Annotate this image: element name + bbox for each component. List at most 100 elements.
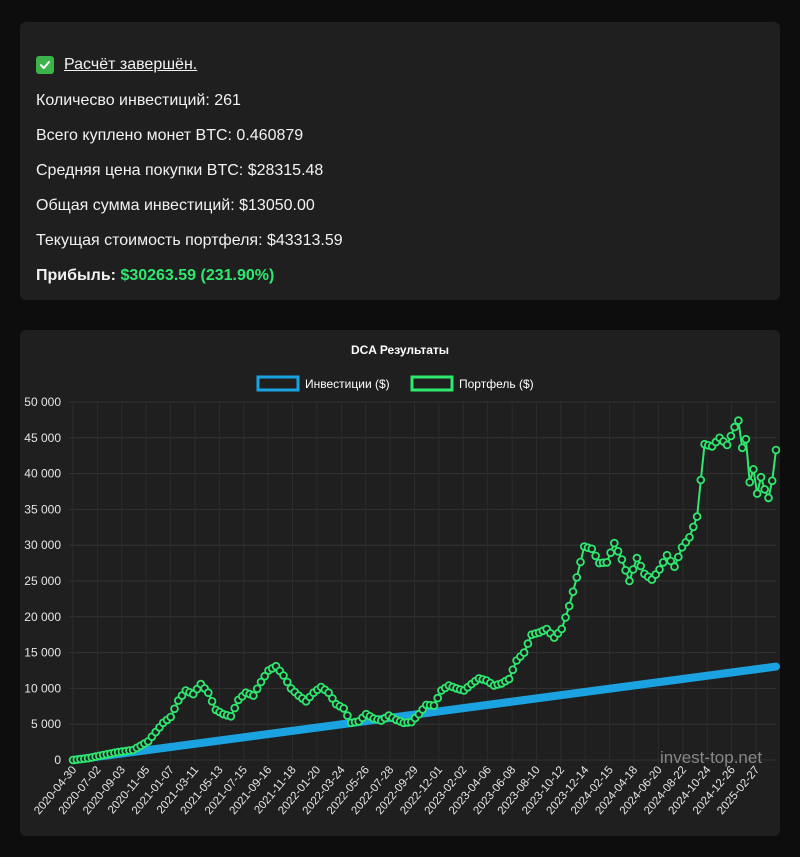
portfolio-point (670, 562, 679, 572)
profit-value: $30263.59 (231.90%) (120, 267, 275, 284)
portfolio-point (576, 557, 585, 567)
x-axis: 2020-04-302020-07-022020-09-032020-11-05… (32, 764, 762, 817)
legend-item-investments[interactable]: Инвестиции ($) (256, 375, 390, 392)
profit-line: Прибыль: $30263.59 (231.90%) (36, 267, 274, 285)
dca-chart: DCA Результаты Инвестиции ($) Портфель (… (24, 343, 780, 817)
portfolio-point (745, 477, 754, 487)
portfolio-point (433, 693, 443, 703)
portfolio-point (696, 475, 706, 485)
btc-bought: Всего куплено монет BTC: 0.460879 (36, 127, 304, 144)
portfolio-point (572, 573, 582, 582)
portfolio-point (252, 684, 262, 694)
portfolio-point (230, 703, 240, 713)
portfolio-point (685, 533, 694, 542)
portfolio-point (688, 522, 698, 532)
portfolio-point (628, 565, 638, 574)
portfolio-point (279, 671, 288, 680)
portfolio-point (764, 493, 773, 503)
chart-title: DCA Результаты (351, 343, 449, 357)
portfolio-point (602, 558, 612, 567)
portfolio-point (617, 555, 627, 564)
y-tick-label: 15 000 (24, 646, 61, 660)
portfolio-point (752, 489, 762, 498)
portfolio-point (722, 440, 732, 450)
portfolio-point (256, 677, 266, 687)
grid (69, 401, 776, 764)
average-price: Средняя цена покупки BTC: $28315.48 (36, 162, 324, 179)
portfolio-point (734, 416, 743, 425)
chart-card: DCA Результаты Инвестиции ($) Портфель (… (20, 330, 780, 836)
portfolio-point (760, 485, 769, 494)
results-summary-panel: Расчёт завершён. Количесво инвестиций: 2… (20, 22, 780, 300)
portfolio-point (625, 576, 634, 586)
legend-label-investments: Инвестиции ($) (305, 377, 390, 391)
portfolio-point (767, 476, 777, 486)
total-invested: Общая сумма инвестиций: $13050.00 (36, 197, 315, 214)
portfolio-point (564, 601, 574, 611)
portfolio-point (282, 677, 292, 687)
portfolio-point (662, 550, 672, 560)
portfolio-point (587, 544, 597, 554)
portfolio-point (591, 551, 600, 561)
portfolio-point (339, 704, 349, 713)
series-portfolio (68, 416, 780, 765)
portfolio-point (741, 434, 751, 444)
portfolio-point (692, 512, 702, 521)
watermark: invest-top.net (660, 748, 763, 767)
y-tick-label: 5 000 (31, 717, 61, 731)
profit-label: Прибыль: (36, 267, 116, 284)
portfolio-point (658, 558, 668, 567)
portfolio-point (749, 465, 758, 474)
portfolio-point (666, 556, 675, 566)
portfolio-point (673, 552, 683, 562)
portfolio-point (260, 671, 270, 681)
portfolio-point (324, 688, 333, 698)
portfolio-value: Текущая стоимость портфеля: $43313.59 (36, 232, 343, 249)
investments-count: Количесво инвестиций: 261 (36, 92, 241, 109)
portfolio-point (730, 422, 739, 432)
portfolio-point (632, 553, 642, 563)
portfolio-point (523, 639, 533, 648)
y-tick-label: 0 (54, 753, 61, 767)
portfolio-point (655, 565, 664, 574)
portfolio-point (606, 548, 615, 558)
y-tick-label: 40 000 (24, 467, 61, 481)
portfolio-point (771, 445, 780, 455)
y-tick-label: 50 000 (24, 395, 61, 409)
y-axis: 0 5 000 10 000 15 000 20 000 25 000 30 000 35 0… (24, 395, 61, 767)
portfolio-point (166, 712, 176, 722)
legend-label-portfolio: Портфель ($) (459, 377, 534, 391)
portfolio-point (519, 648, 529, 657)
legend: Инвестиции ($) Портфель ($) (256, 375, 534, 392)
legend-item-portfolio[interactable]: Портфель ($) (410, 375, 534, 392)
portfolio-point (204, 688, 213, 698)
y-tick-label: 20 000 (24, 610, 61, 624)
portfolio-point (561, 613, 570, 622)
portfolio-point (504, 674, 514, 684)
portfolio-point (756, 472, 766, 482)
portfolio-point (726, 431, 736, 441)
portfolio-point (557, 624, 566, 634)
portfolio-point (328, 694, 337, 703)
y-tick-label: 10 000 (24, 681, 61, 695)
portfolio-point (429, 701, 439, 710)
portfolio-point (343, 711, 352, 720)
portfolio-point (207, 696, 217, 706)
legend-swatch-portfolio (410, 375, 454, 392)
portfolio-point (249, 691, 258, 700)
check-icon (36, 56, 54, 74)
portfolio-point (621, 566, 630, 575)
legend-swatch-investments (256, 375, 300, 392)
y-tick-label: 25 000 (24, 574, 61, 588)
status-line: Расчёт завершён. (36, 56, 197, 74)
y-tick-label: 35 000 (24, 502, 61, 516)
portfolio-point (609, 538, 619, 548)
portfolio-point (508, 665, 518, 675)
portfolio-point (170, 704, 179, 714)
portfolio-point (636, 561, 645, 571)
portfolio-point (737, 443, 747, 453)
portfolio-point (226, 711, 236, 721)
status-label: Расчёт завершён. (64, 56, 198, 73)
portfolio-point (568, 587, 578, 597)
portfolio-point (613, 547, 623, 556)
